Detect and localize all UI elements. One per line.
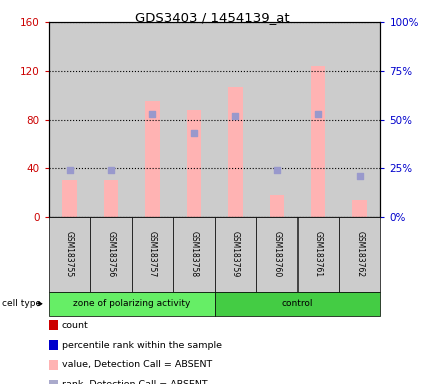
Text: GSM183755: GSM183755 [65, 231, 74, 278]
Text: percentile rank within the sample: percentile rank within the sample [62, 341, 221, 349]
Text: GSM183759: GSM183759 [231, 231, 240, 278]
Point [356, 173, 363, 179]
Bar [62, 180, 77, 217]
Text: GSM183762: GSM183762 [355, 231, 364, 278]
Text: control: control [282, 299, 313, 308]
Point [273, 167, 280, 173]
Point [149, 111, 156, 117]
Bar [311, 66, 326, 217]
Text: GSM183758: GSM183758 [190, 231, 198, 278]
Point [232, 113, 239, 119]
Text: GSM183761: GSM183761 [314, 231, 323, 278]
Point [190, 130, 197, 136]
Text: GDS3403 / 1454139_at: GDS3403 / 1454139_at [135, 11, 290, 24]
Point [66, 167, 73, 173]
Bar [145, 101, 160, 217]
Point [108, 167, 114, 173]
Text: value, Detection Call = ABSENT: value, Detection Call = ABSENT [62, 361, 212, 369]
Text: cell type: cell type [2, 299, 41, 308]
Bar [269, 195, 284, 217]
Bar [352, 200, 367, 217]
Text: GSM183760: GSM183760 [272, 231, 281, 278]
Bar [228, 87, 243, 217]
Text: zone of polarizing activity: zone of polarizing activity [73, 299, 190, 308]
Text: GSM183757: GSM183757 [148, 231, 157, 278]
Point [315, 111, 322, 117]
Bar [187, 110, 201, 217]
Text: count: count [62, 321, 88, 329]
Bar [104, 180, 118, 217]
Text: GSM183756: GSM183756 [107, 231, 116, 278]
Text: rank, Detection Call = ABSENT: rank, Detection Call = ABSENT [62, 381, 207, 384]
